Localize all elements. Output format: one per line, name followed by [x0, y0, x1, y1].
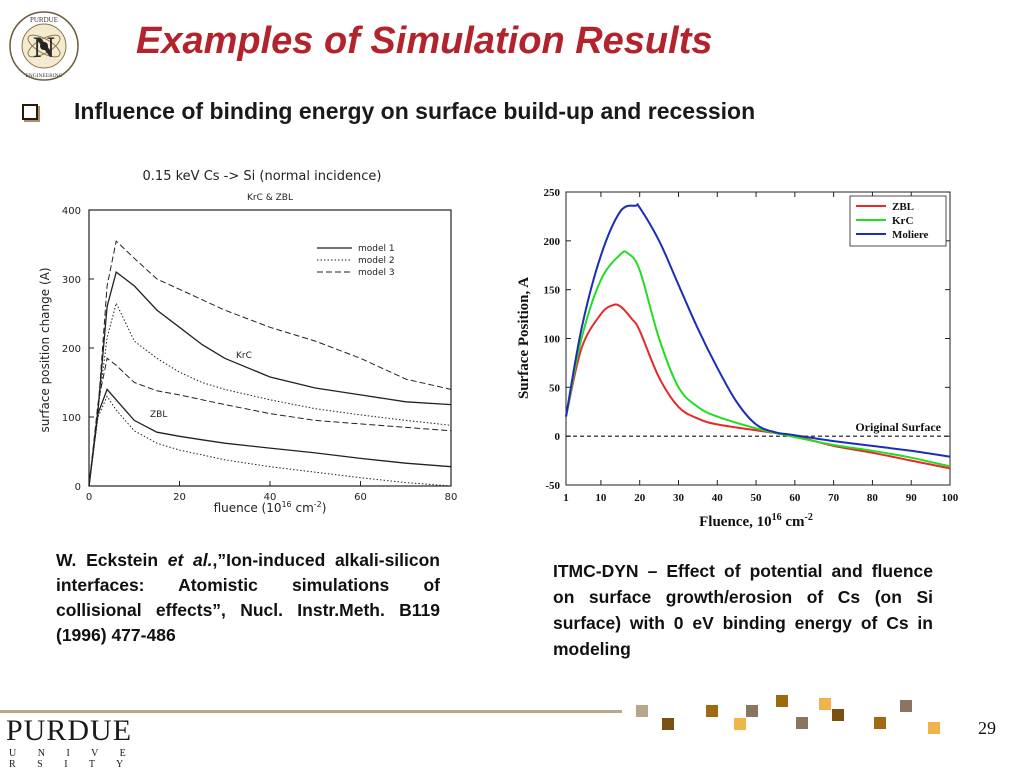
- right-series-krc: [565, 250, 951, 468]
- left-annotation-zbl: ZBL: [150, 410, 167, 420]
- right-x-tick-label: 30: [673, 492, 685, 504]
- original-surface-label: Original Surface: [855, 420, 941, 434]
- left-legend-model-3: model 3: [358, 268, 395, 278]
- right-y-tick-label: 50: [549, 382, 561, 394]
- left-y-axis-label: surface position change (A): [38, 267, 52, 432]
- deco-square: [706, 705, 718, 717]
- left-x-tick-label: 40: [264, 492, 277, 503]
- right-y-tick-label: 200: [544, 236, 561, 248]
- purdue-university-logo: PURDUE U N I V E R S I T Y: [6, 714, 156, 768]
- deco-square: [636, 705, 648, 717]
- caption-left-reference: W. Eckstein et al.,”Ion-induced alkali-s…: [56, 548, 440, 648]
- left-y-tick-label: 200: [62, 344, 81, 355]
- right-x-tick-label: 70: [828, 492, 840, 504]
- page-number: 29: [978, 718, 996, 738]
- right-x-tick-label: 1: [563, 492, 569, 504]
- decorative-squares: [620, 690, 960, 740]
- left-x-tick-label: 0: [86, 492, 92, 503]
- right-y-tick-label: 250: [544, 187, 561, 199]
- right-x-tick-label: 80: [867, 492, 879, 504]
- deco-square: [819, 698, 831, 710]
- deco-square: [832, 709, 844, 721]
- right-series: [565, 203, 951, 470]
- right-x-tick-label: 100: [942, 492, 959, 504]
- left-series-krc-model-2: [88, 301, 452, 487]
- deco-square: [662, 718, 674, 730]
- deco-square: [776, 695, 788, 707]
- right-x-tick-label: 60: [789, 492, 801, 504]
- right-y-tick-label: -50: [545, 480, 560, 492]
- slide-title: Examples of Simulation Results: [136, 20, 713, 62]
- purdue-nuclear-engineering-seal: N PURDUE ENGINEERING: [9, 11, 79, 81]
- left-x-tick-label: 60: [354, 492, 367, 503]
- caption-left-author: W. Eckstein: [56, 550, 168, 570]
- right-x-axis-label: Fluence, 1016 cm-2: [699, 512, 813, 530]
- right-y-tick-label: 0: [555, 431, 561, 443]
- deco-square: [928, 722, 940, 734]
- left-plot-frame: [88, 209, 452, 487]
- left-chart: 0.15 keV Cs -> Si (normal incidence) KrC…: [38, 169, 457, 515]
- left-x-axis-label: fluence (1016 cm-2): [214, 500, 327, 515]
- right-chart: 1 10 20 30 40 50 60 70 80 90 100 -50 0 50 100 150 200 250…: [516, 187, 959, 530]
- left-series-zbl-model-3: [88, 357, 452, 487]
- footer-rule: [0, 710, 622, 713]
- left-series-zbl-model-2: [88, 395, 452, 487]
- svg-text:ENGINEERING: ENGINEERING: [25, 73, 62, 79]
- left-legend-model-1: model 1: [358, 244, 395, 254]
- caption-right-description: ITMC-DYN – Effect of potential and fluen…: [553, 561, 933, 659]
- deco-square: [796, 717, 808, 729]
- left-y-tick-label: 100: [62, 413, 81, 424]
- left-series-krc-model-1: [88, 270, 452, 487]
- right-x-tick-label: 40: [712, 492, 724, 504]
- left-series-krc-model-3: [88, 240, 452, 487]
- right-y-tick-label: 100: [544, 334, 561, 346]
- deco-square: [874, 717, 886, 729]
- left-legend: model 1 model 2 model 3: [317, 244, 395, 278]
- caption-left-rest: ,”Ion-induced alkali-silicon interfaces:…: [56, 550, 440, 645]
- right-series-zbl: [565, 303, 951, 470]
- legend-zbl: ZBL: [892, 201, 914, 213]
- legend-moliere: Moliere: [892, 229, 929, 241]
- university-wordmark: U N I V E R S I T Y: [9, 748, 136, 768]
- left-chart-subtitle: KrC & ZBL: [247, 193, 293, 203]
- left-y-tick-label: 400: [62, 206, 81, 217]
- purdue-wordmark: PURDUE: [6, 714, 133, 747]
- left-series: [88, 240, 452, 487]
- svg-text:PURDUE: PURDUE: [30, 16, 58, 24]
- right-y-axis-label: Surface Position, A: [516, 277, 532, 399]
- left-chart-title: 0.15 keV Cs -> Si (normal incidence): [143, 169, 382, 184]
- left-y-tick-label: 300: [62, 275, 81, 286]
- deco-square: [746, 705, 758, 717]
- caption-left-etal: et al.: [167, 550, 213, 570]
- left-legend-model-2: model 2: [358, 256, 395, 266]
- right-legend: ZBL KrC Moliere: [849, 195, 947, 247]
- right-x-tick-label: 90: [906, 492, 918, 504]
- right-x-tick-label: 10: [595, 492, 607, 504]
- left-x-tick-label: 20: [173, 492, 186, 503]
- deco-square: [734, 718, 746, 730]
- right-x-tick-label: 50: [751, 492, 763, 504]
- bullet-row: Influence of binding energy on surface b…: [22, 98, 755, 125]
- left-series-zbl-model-1: [88, 388, 452, 487]
- deco-square: [900, 700, 912, 712]
- left-annotation-krc: KrC: [236, 351, 252, 361]
- legend-krc: KrC: [892, 215, 913, 227]
- left-x-tick-label: 80: [445, 492, 458, 503]
- right-axis-ticks: 1 10 20 30 40 50 60 70 80 90 100 -50 0 50 100 150 200 250: [544, 187, 959, 504]
- right-series-moliere: [565, 203, 951, 458]
- right-x-tick-label: 20: [634, 492, 646, 504]
- left-y-tick-label: 0: [75, 482, 81, 493]
- slide-subtitle: Influence of binding energy on surface b…: [74, 98, 756, 124]
- checkbox-bullet-icon: [22, 103, 38, 120]
- right-y-tick-label: 150: [544, 285, 561, 297]
- left-axis-ticks: 0 20 40 60 80 0 100 200 300 400: [62, 206, 457, 503]
